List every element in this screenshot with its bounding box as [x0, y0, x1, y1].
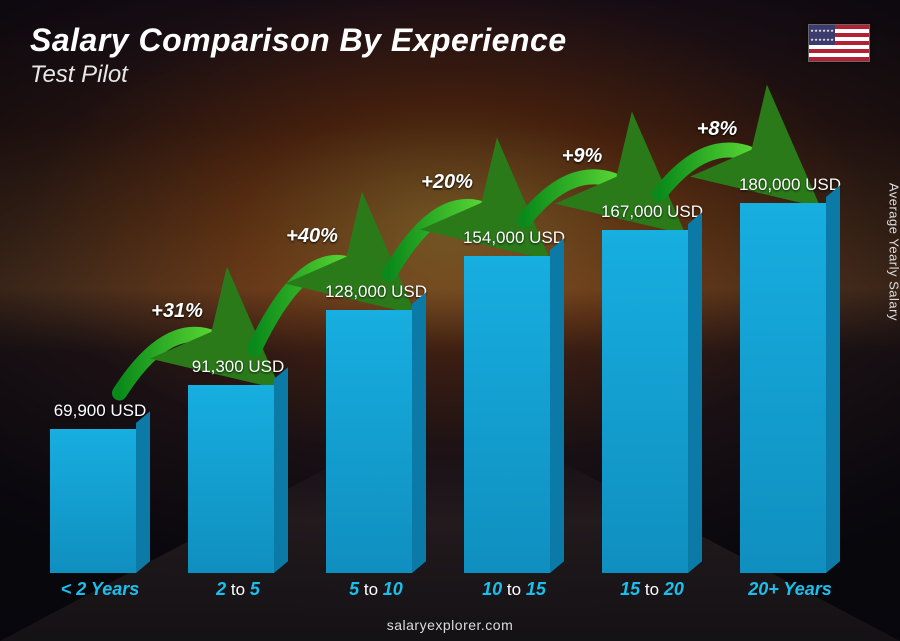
bar: [464, 256, 564, 573]
bar-value-label: 91,300 USD: [192, 357, 285, 377]
bar-chart: 69,900 USD 91,300 USD 128,000 USD 154,000 U…: [40, 113, 850, 573]
chart-container: Salary Comparison By Experience Test Pil…: [0, 0, 900, 641]
chart-subtitle: Test Pilot: [30, 61, 870, 89]
bar: [326, 310, 426, 573]
bar-slot: 167,000 USD: [592, 202, 712, 573]
bar-slot: 128,000 USD: [316, 282, 436, 573]
bar-slot: 91,300 USD: [178, 357, 298, 573]
bar-slot: 154,000 USD: [454, 228, 574, 573]
bar-value-label: 167,000 USD: [601, 202, 703, 222]
bar: [740, 203, 840, 573]
us-flag-icon: ★★★★★★★★★★★★: [808, 24, 870, 62]
bar: [50, 429, 150, 573]
bar-value-label: 69,900 USD: [54, 401, 147, 421]
bar: [602, 230, 702, 573]
y-axis-label: Average Yearly Salary: [887, 182, 900, 320]
bar-value-label: 180,000 USD: [739, 175, 841, 195]
footer-attribution: salaryexplorer.com: [0, 617, 900, 633]
x-axis-label: 5 to 10: [316, 579, 436, 605]
x-axis-label: 2 to 5: [178, 579, 298, 605]
chart-title: Salary Comparison By Experience: [30, 22, 870, 59]
bar: [188, 385, 288, 573]
bar-slot: 180,000 USD: [730, 175, 850, 573]
x-axis-label: 10 to 15: [454, 579, 574, 605]
x-axis-labels: < 2 Years 2 to 5 5 to 10 10 to 15 15 to 20 20…: [40, 579, 850, 605]
x-axis-label: 20+ Years: [730, 579, 850, 605]
x-axis-label: < 2 Years: [40, 579, 160, 605]
bar-value-label: 154,000 USD: [463, 228, 565, 248]
x-axis-label: 15 to 20: [592, 579, 712, 605]
bar-slot: 69,900 USD: [40, 401, 160, 573]
bar-value-label: 128,000 USD: [325, 282, 427, 302]
header: Salary Comparison By Experience Test Pil…: [30, 22, 870, 89]
